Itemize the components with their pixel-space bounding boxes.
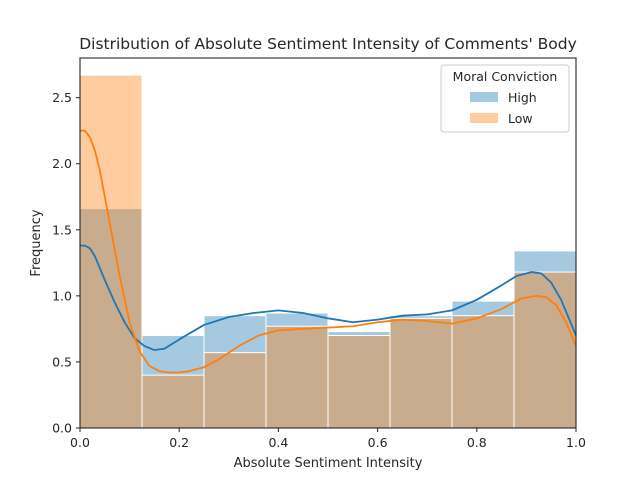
- chart-title: Distribution of Absolute Sentiment Inten…: [79, 35, 577, 53]
- legend-title: Moral Conviction: [453, 69, 558, 84]
- y-axis-ticks: 0.0 0.5 1.0 1.5 2.0 2.5: [52, 90, 80, 436]
- x-axis-ticks: 0.0 0.2 0.4 0.6 0.8 1.0: [70, 428, 586, 450]
- x-tick-label: 0.8: [467, 435, 487, 450]
- bar-high-1: [141, 335, 205, 429]
- x-axis-label: Absolute Sentiment Intensity: [234, 456, 423, 471]
- kde-line-low: [80, 129, 577, 374]
- bar-low-5: [389, 317, 453, 429]
- bar-low-3: [265, 325, 329, 429]
- x-tick-label: 0.6: [368, 435, 388, 450]
- bars-high: [79, 208, 577, 429]
- x-tick-label: 0.2: [169, 435, 189, 450]
- legend-swatch-low: [470, 113, 498, 123]
- x-tick-label: 0.0: [70, 435, 90, 450]
- plot-frame: [79, 57, 577, 429]
- bar-high-2: [203, 315, 267, 429]
- bar-low-0: [79, 74, 143, 429]
- kde-lines: [80, 129, 577, 374]
- bar-high-0: [79, 208, 143, 429]
- y-tick-label: 1.0: [52, 288, 72, 303]
- bar-low-1: [141, 374, 205, 429]
- y-tick-label: 2.5: [52, 90, 72, 105]
- kde-line-high: [80, 244, 577, 351]
- bar-low-4: [327, 335, 391, 429]
- x-tick-label: 0.4: [268, 435, 288, 450]
- x-tick-label: 1.0: [566, 435, 586, 450]
- legend-box: [440, 64, 570, 133]
- y-tick-label: 1.5: [52, 222, 72, 237]
- y-axis-label: Frequency: [29, 209, 44, 276]
- legend: Moral Conviction High Low: [440, 64, 570, 133]
- legend-label-low: Low: [508, 111, 533, 126]
- legend-label-high: High: [508, 90, 537, 105]
- y-tick-label: 0.0: [52, 421, 72, 436]
- legend-swatch-high: [470, 92, 498, 102]
- y-tick-label: 2.0: [52, 156, 72, 171]
- y-tick-label: 0.5: [52, 354, 72, 369]
- bar-low-2: [203, 352, 267, 429]
- bar-low-6: [451, 315, 515, 429]
- bar-low-7: [513, 271, 577, 429]
